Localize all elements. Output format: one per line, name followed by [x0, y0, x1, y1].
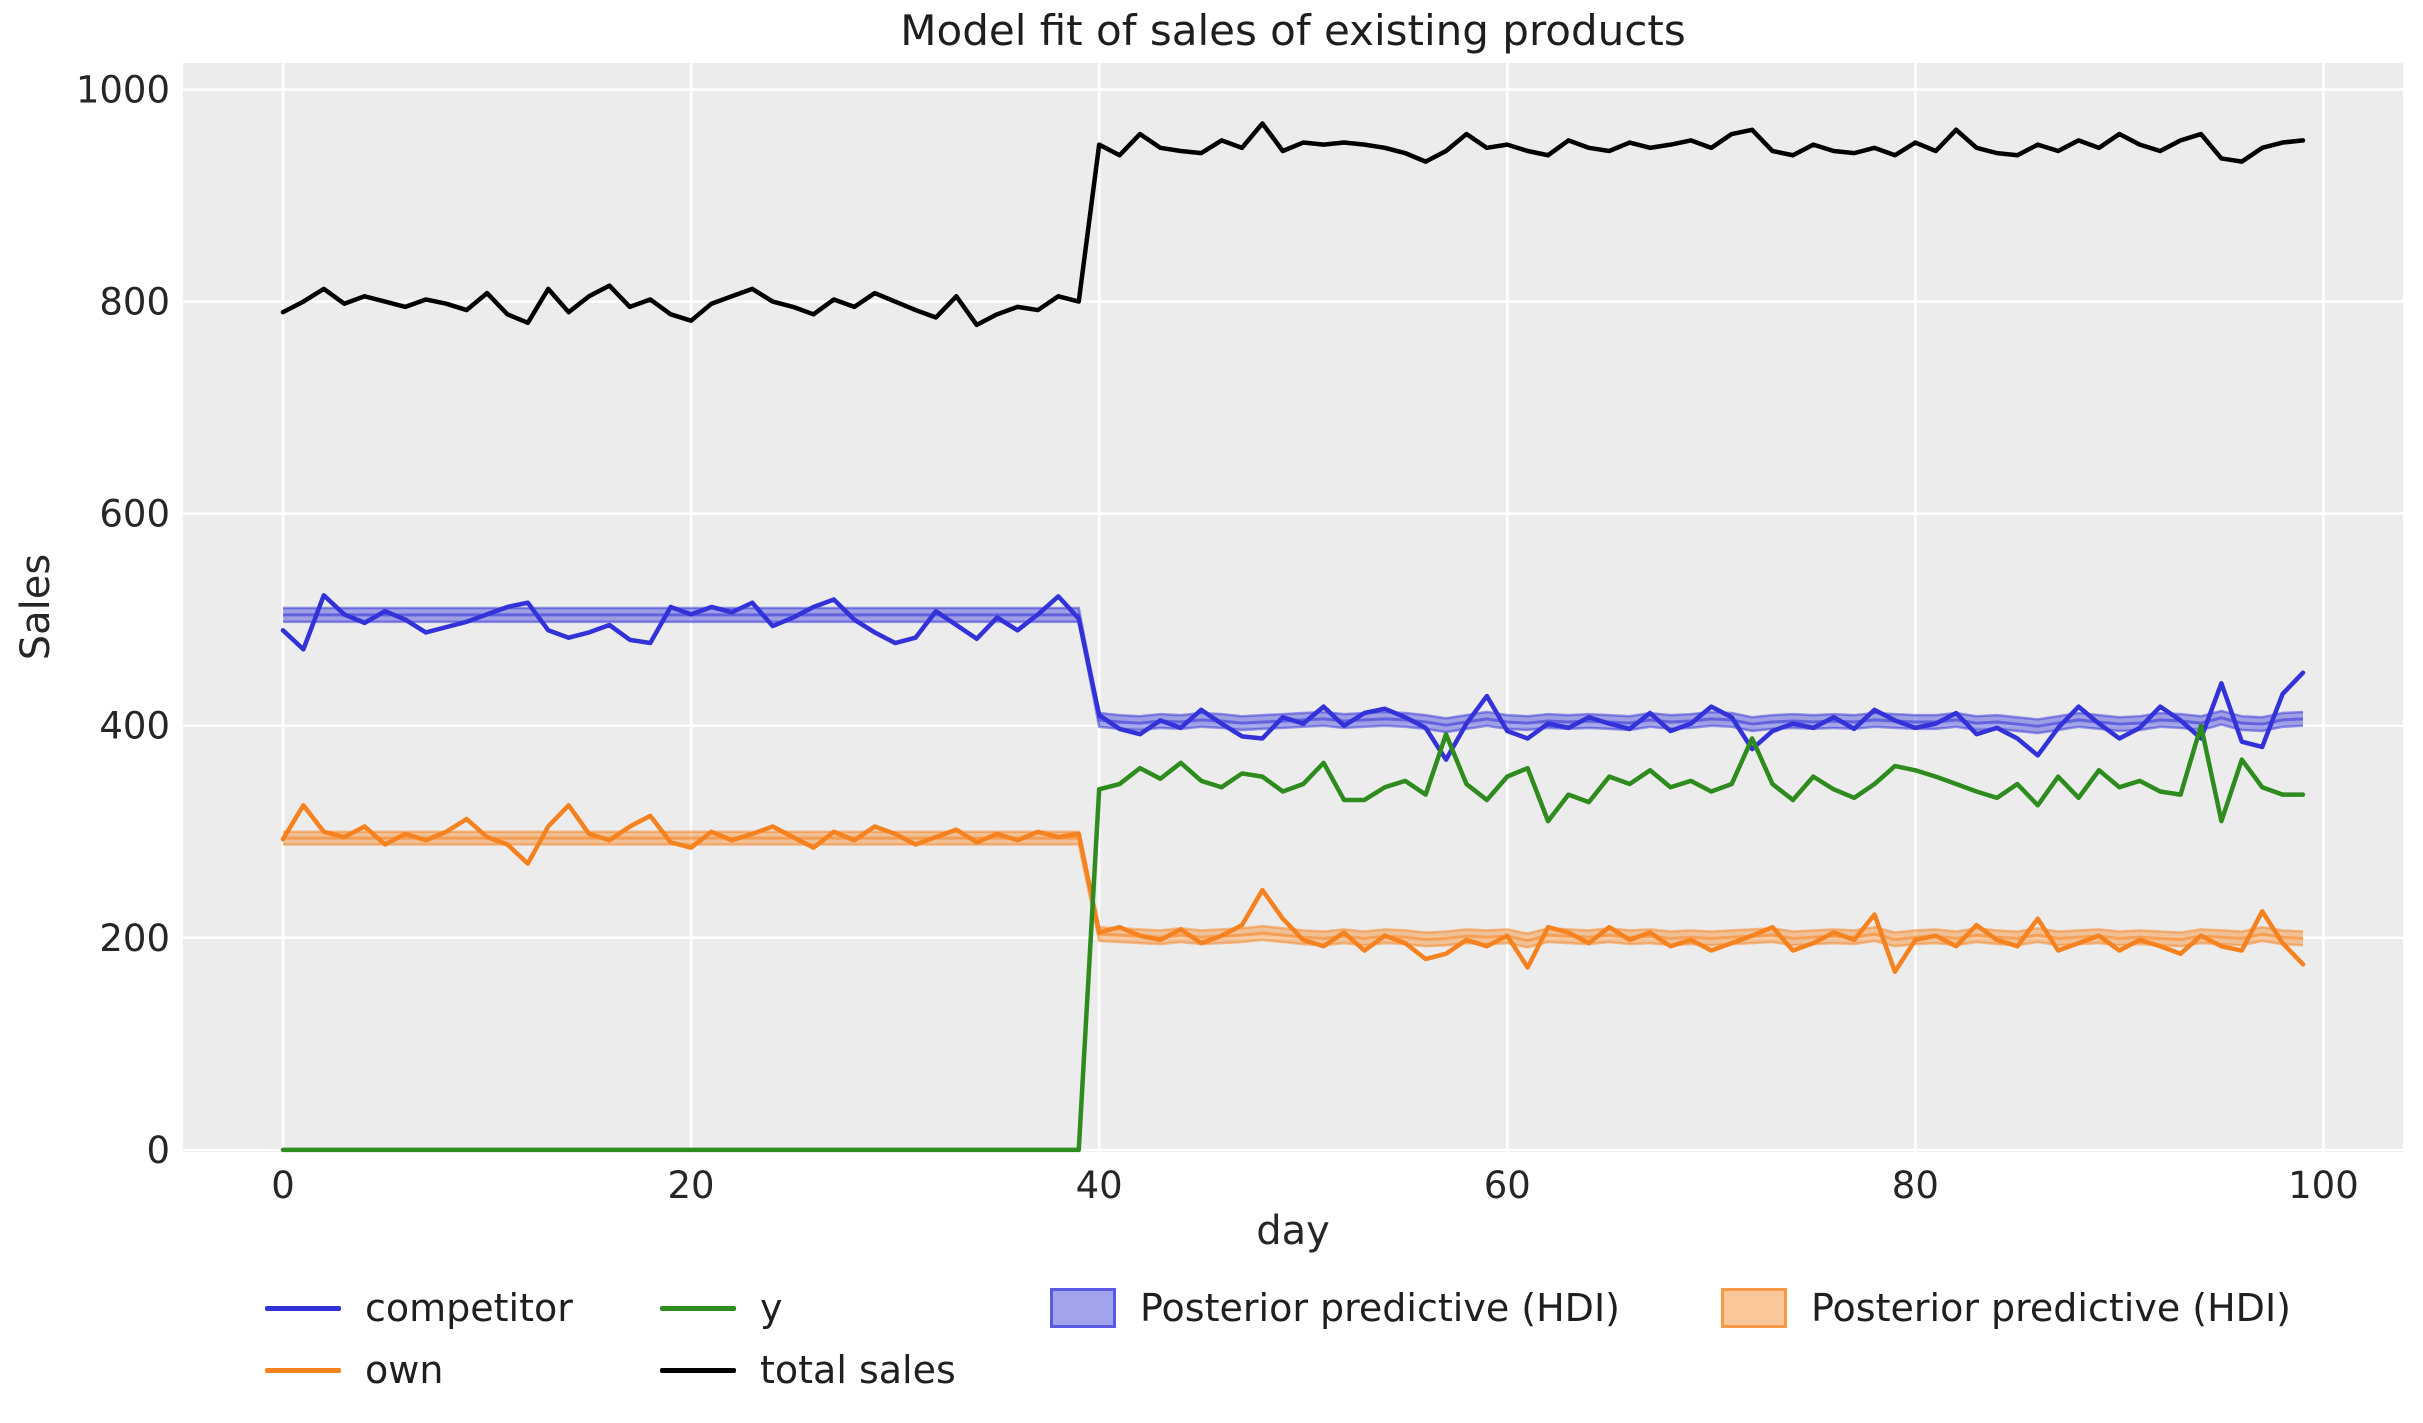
x-tick-label: 20: [668, 1164, 715, 1207]
gridlines: [183, 63, 2403, 1152]
y-tick-label: 0: [146, 1129, 170, 1172]
y-tick-label: 1000: [76, 69, 170, 112]
x-tick-label: 100: [2288, 1164, 2359, 1207]
y-tick-label: 400: [99, 705, 170, 748]
y-axis-label: Sales: [13, 553, 59, 661]
legend-line-swatch-own: [265, 1367, 341, 1373]
legend-label-own: own: [365, 1348, 444, 1392]
line-own: [280, 803, 2306, 974]
legend-label-hdi-orange: Posterior predictive (HDI): [1811, 1286, 2291, 1330]
y-tick-label: 800: [99, 281, 170, 324]
tick-labels: 0 200 400 600 800 1000 0 20 40 60 80 100: [76, 69, 2359, 1207]
line-y: [280, 723, 2306, 1153]
legend-item-hdi-orange: Posterior predictive (HDI): [1721, 1286, 2291, 1330]
legend-item-own: own: [265, 1348, 443, 1392]
legend-line-swatch-total-sales: [660, 1367, 736, 1373]
legend-patch-swatch-hdi-blue: [1050, 1288, 1116, 1328]
line-competitor: [280, 593, 2306, 762]
legend-label-y: y: [760, 1286, 783, 1330]
legend-label-total-sales: total sales: [760, 1348, 956, 1392]
x-tick-label: 40: [1076, 1164, 1123, 1207]
legend-item-hdi-blue: Posterior predictive (HDI): [1050, 1286, 1620, 1330]
legend-item-total-sales: total sales: [660, 1348, 956, 1392]
x-tick-label: 60: [1484, 1164, 1531, 1207]
legend-label-hdi-blue: Posterior predictive (HDI): [1140, 1286, 1620, 1330]
x-tick-label: 80: [1892, 1164, 1939, 1207]
line-total-sales: [280, 121, 2306, 328]
legend-item-y: y: [660, 1286, 783, 1330]
legend-label-competitor: competitor: [365, 1286, 573, 1330]
chart-title: Model fit of sales of existing products: [900, 6, 1686, 55]
x-axis-label: day: [1256, 1208, 1330, 1254]
x-tick-label: 0: [271, 1164, 295, 1207]
y-tick-label: 200: [99, 917, 170, 960]
legend-line-swatch-competitor: [265, 1305, 341, 1311]
y-tick-label: 600: [99, 493, 170, 536]
legend-item-competitor: competitor: [265, 1286, 573, 1330]
legend-patch-swatch-hdi-orange: [1721, 1288, 1787, 1328]
legend-line-swatch-y: [660, 1305, 736, 1311]
